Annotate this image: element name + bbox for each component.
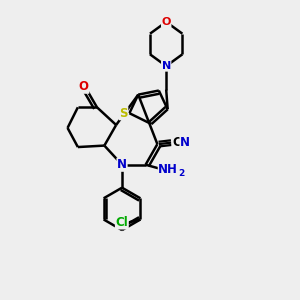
Text: Cl: Cl xyxy=(116,216,128,229)
Text: O: O xyxy=(161,17,171,27)
Text: N: N xyxy=(180,136,190,149)
Text: O: O xyxy=(79,80,89,93)
Text: C: C xyxy=(172,136,181,149)
Text: NH: NH xyxy=(158,163,178,176)
Text: 2: 2 xyxy=(178,169,184,178)
Text: S: S xyxy=(119,107,128,120)
Text: N: N xyxy=(117,158,127,171)
Text: N: N xyxy=(162,61,171,71)
